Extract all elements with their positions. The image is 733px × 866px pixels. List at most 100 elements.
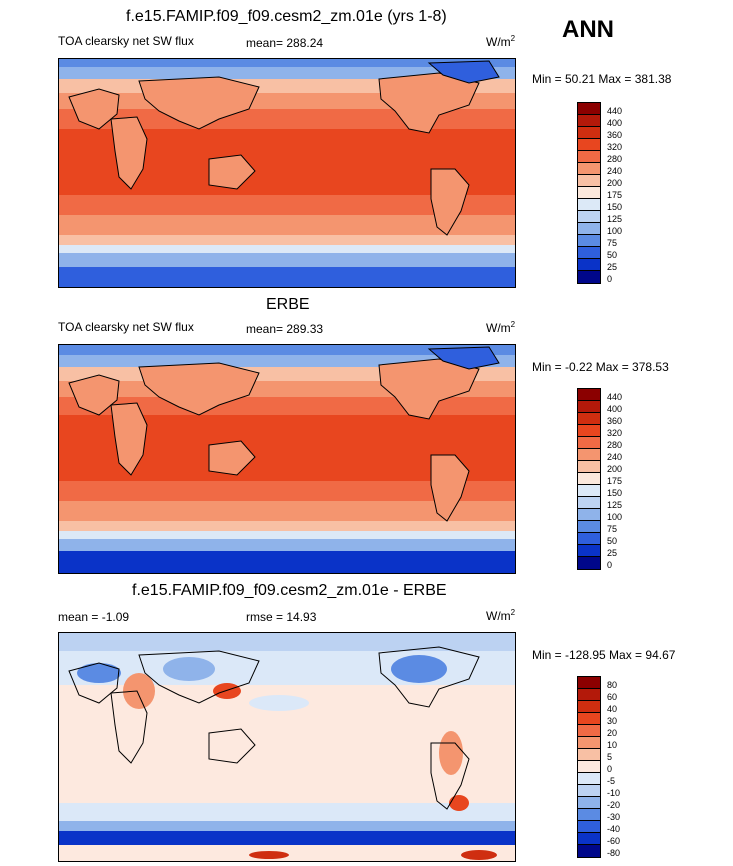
colorbar-tick-label: 60 bbox=[607, 692, 618, 702]
panel3-mean: mean = -1.09 bbox=[58, 610, 130, 624]
panel3-units: W/m2 bbox=[486, 608, 516, 623]
colorbar-swatch bbox=[578, 689, 600, 701]
panel3-minmax: Min = -128.95 Max = 94.67 bbox=[532, 648, 676, 662]
colorbar-tick-label: 150 bbox=[607, 488, 623, 498]
colorbar-tick-label: 0 bbox=[607, 560, 613, 570]
colorbar-swatch bbox=[578, 247, 600, 259]
colorbar-tick-label: 400 bbox=[607, 118, 623, 128]
colorbar-tick-label: -40 bbox=[607, 824, 621, 834]
panel3-title: f.e15.FAMIP.f09_f09.cesm2_zm.01e - ERBE bbox=[132, 582, 447, 599]
season-label: ANN bbox=[562, 16, 614, 43]
colorbar-tick-label: -60 bbox=[607, 836, 621, 846]
colorbar-swatch bbox=[578, 701, 600, 713]
colorbar-tick-label: 20 bbox=[607, 728, 618, 738]
panel3-heatmap bbox=[59, 633, 515, 861]
colorbar-tick-label: -5 bbox=[607, 776, 616, 786]
panel1-title: f.e15.FAMIP.f09_f09.cesm2_zm.01e (yrs 1-… bbox=[126, 8, 447, 25]
colorbar-tick-label: 280 bbox=[607, 440, 623, 450]
colorbar-swatch bbox=[578, 235, 600, 247]
colorbar-swatch bbox=[578, 533, 600, 545]
colorbar-swatch bbox=[578, 401, 600, 413]
colorbar-swatch bbox=[578, 199, 600, 211]
colorbar-swatch bbox=[578, 413, 600, 425]
colorbar-tick-label: 30 bbox=[607, 716, 618, 726]
colorbar-tick-label: 0 bbox=[607, 764, 613, 774]
colorbar-swatch bbox=[578, 833, 600, 845]
colorbar-tick-label: 150 bbox=[607, 202, 623, 212]
colorbar-tick-label: 440 bbox=[607, 392, 623, 402]
panel2-variable: TOA clearsky net SW flux bbox=[58, 320, 194, 334]
colorbar-swatch bbox=[578, 821, 600, 833]
colorbar-swatch bbox=[578, 163, 600, 175]
colorbar-tick-label: 360 bbox=[607, 130, 623, 140]
colorbar-swatch bbox=[578, 497, 600, 509]
colorbar-tick-label: -80 bbox=[607, 848, 621, 858]
colorbar-swatch bbox=[578, 139, 600, 151]
panel1-heatmap bbox=[59, 59, 515, 287]
colorbar-swatch bbox=[578, 223, 600, 235]
colorbar-swatch bbox=[578, 713, 600, 725]
colorbar-swatch bbox=[578, 509, 600, 521]
panel1-units: W/m2 bbox=[486, 34, 516, 49]
panel2-mean: mean= 289.33 bbox=[246, 322, 324, 336]
colorbar-swatch bbox=[578, 271, 600, 283]
panel2-minmax: Min = -0.22 Max = 378.53 bbox=[532, 360, 669, 374]
colorbar-tick-label: 240 bbox=[607, 452, 623, 462]
colorbar-swatch bbox=[578, 175, 600, 187]
colorbar-tick-label: 360 bbox=[607, 416, 623, 426]
colorbar-swatch bbox=[578, 425, 600, 437]
colorbar-tick-label: 240 bbox=[607, 166, 623, 176]
colorbar-tick-label: 320 bbox=[607, 428, 623, 438]
colorbar-swatch bbox=[578, 545, 600, 557]
colorbar-tick-label: 5 bbox=[607, 752, 613, 762]
colorbar-swatch bbox=[578, 809, 600, 821]
colorbar-swatch bbox=[578, 461, 600, 473]
colorbar-tick-label: 125 bbox=[607, 214, 623, 224]
colorbar-swatch bbox=[578, 785, 600, 797]
colorbar-tick-label: 175 bbox=[607, 476, 623, 486]
colorbar-tick-label: 100 bbox=[607, 512, 623, 522]
colorbar-swatch bbox=[578, 127, 600, 139]
colorbar-tick-label: 100 bbox=[607, 226, 623, 236]
colorbar-tick-label: 400 bbox=[607, 404, 623, 414]
colorbar-swatch bbox=[578, 677, 600, 689]
colorbar-swatch bbox=[578, 259, 600, 271]
colorbar-swatch bbox=[578, 485, 600, 497]
panel1-colorbar bbox=[577, 102, 601, 284]
panel2-heatmap bbox=[59, 345, 515, 573]
colorbar-swatch bbox=[578, 211, 600, 223]
colorbar-swatch bbox=[578, 749, 600, 761]
colorbar-tick-label: 75 bbox=[607, 524, 618, 534]
panel2-units: W/m2 bbox=[486, 320, 516, 335]
colorbar-swatch bbox=[578, 725, 600, 737]
panel1-minmax: Min = 50.21 Max = 381.38 bbox=[532, 72, 672, 86]
panel2-title: ERBE bbox=[266, 296, 310, 313]
colorbar-tick-label: 40 bbox=[607, 704, 618, 714]
colorbar-tick-label: 25 bbox=[607, 262, 618, 272]
colorbar-tick-label: -30 bbox=[607, 812, 621, 822]
colorbar-tick-label: 440 bbox=[607, 106, 623, 116]
colorbar-swatch bbox=[578, 773, 600, 785]
colorbar-swatch bbox=[578, 151, 600, 163]
colorbar-tick-label: 0 bbox=[607, 274, 613, 284]
colorbar-tick-label: 75 bbox=[607, 238, 618, 248]
colorbar-swatch bbox=[578, 557, 600, 569]
panel1-mean: mean= 288.24 bbox=[246, 36, 324, 50]
colorbar-tick-label: 10 bbox=[607, 740, 618, 750]
panel3-rmse: rmse = 14.93 bbox=[246, 610, 317, 624]
colorbar-tick-label: 280 bbox=[607, 154, 623, 164]
panel3-colorbar bbox=[577, 676, 601, 858]
panel3-map bbox=[58, 632, 516, 862]
colorbar-tick-label: 320 bbox=[607, 142, 623, 152]
panel2-map bbox=[58, 344, 516, 574]
colorbar-swatch bbox=[578, 473, 600, 485]
panel2-colorbar bbox=[577, 388, 601, 570]
colorbar-tick-label: -20 bbox=[607, 800, 621, 810]
panel1-variable: TOA clearsky net SW flux bbox=[58, 34, 194, 48]
colorbar-swatch bbox=[578, 115, 600, 127]
colorbar-swatch bbox=[578, 797, 600, 809]
colorbar-swatch bbox=[578, 737, 600, 749]
colorbar-tick-label: 175 bbox=[607, 190, 623, 200]
colorbar-tick-label: -10 bbox=[607, 788, 621, 798]
colorbar-tick-label: 80 bbox=[607, 680, 618, 690]
